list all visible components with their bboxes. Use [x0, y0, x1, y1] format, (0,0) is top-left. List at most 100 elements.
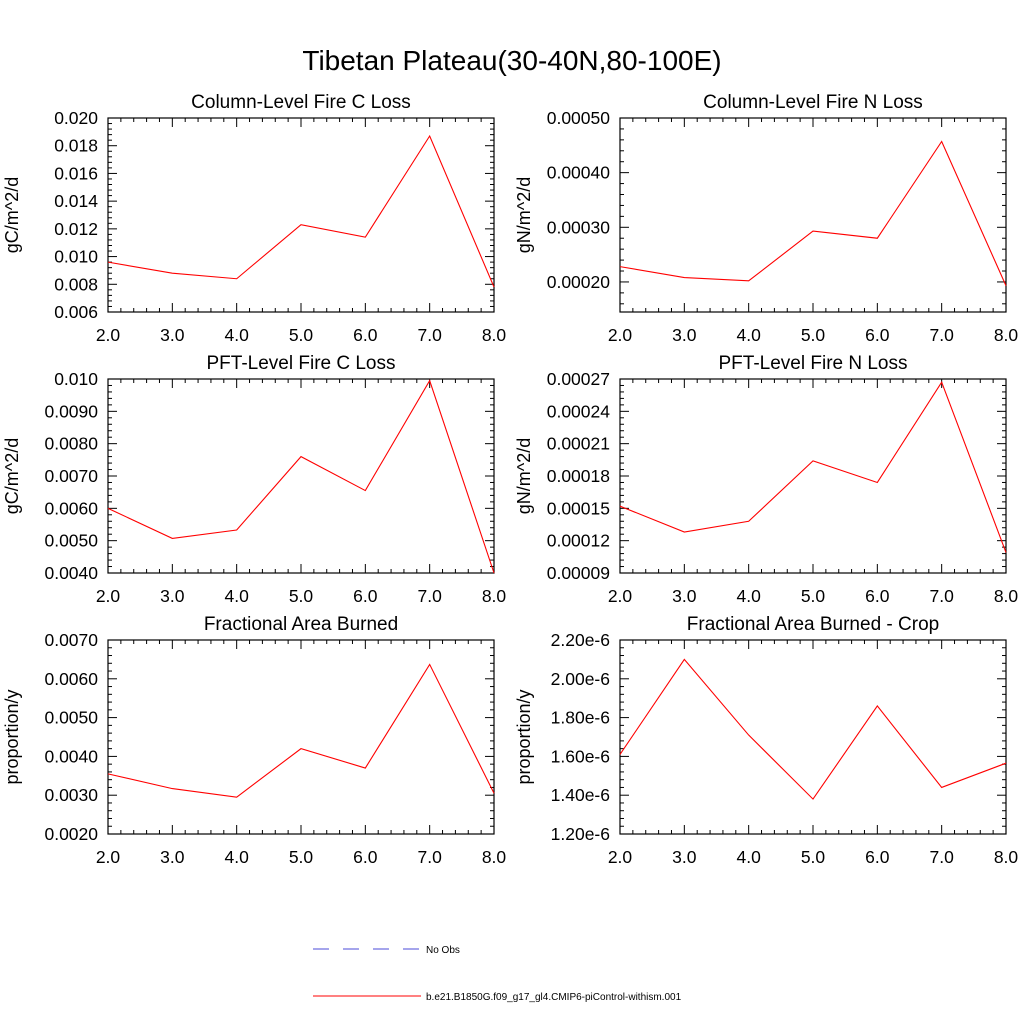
y-axis-label: gC/m^2/d	[2, 438, 22, 514]
y-tick-label: 0.020	[54, 108, 98, 128]
y-tick-label: 0.00015	[547, 498, 610, 518]
x-tick-label: 7.0	[418, 847, 443, 867]
x-tick-label: 7.0	[930, 586, 955, 606]
x-tick-label: 3.0	[160, 325, 185, 345]
x-tick-label: 4.0	[225, 586, 250, 606]
y-tick-label: 0.0080	[44, 434, 98, 454]
y-tick-label: 1.20e-6	[551, 824, 610, 844]
legend-label-model: b.e21.B1850G.f09_g17_gl4.CMIP6-piControl…	[426, 992, 682, 1003]
panel-2: PFT-Level Fire C Loss 2.0 3.0 4.0 5.0 6.0 7.0 8…	[2, 353, 506, 606]
y-tick-label: 0.014	[54, 191, 98, 211]
panel-title: PFT-Level Fire N Loss	[719, 353, 908, 374]
y-axis-label: proportion/y	[2, 689, 22, 784]
x-tick-label: 5.0	[801, 847, 826, 867]
x-tick-label: 8.0	[482, 325, 507, 345]
figure-title: Tibetan Plateau(30-40N,80-100E)	[302, 45, 721, 76]
x-tick-label: 2.0	[96, 325, 121, 345]
y-tick-label: 0.00018	[547, 466, 610, 486]
panel-0: Column-Level Fire C Loss 2.0 3.0 4.0 5.0 6.0 7…	[2, 92, 506, 345]
x-tick-label: 7.0	[418, 586, 443, 606]
x-tick-label: 6.0	[353, 325, 378, 345]
y-axis-label: gN/m^2/d	[514, 177, 534, 253]
x-tick-label: 4.0	[737, 847, 762, 867]
panel-title: Column-Level Fire C Loss	[191, 92, 411, 113]
x-tick-label: 3.0	[160, 847, 185, 867]
panel-4: Fractional Area Burned 2.0 3.0 4.0 5.0 6.0 7.0…	[2, 614, 506, 867]
x-tick-label: 3.0	[672, 847, 697, 867]
panels-group: Column-Level Fire C Loss 2.0 3.0 4.0 5.0 6.0 7…	[2, 92, 1018, 867]
plot-frame	[107, 378, 495, 574]
legend: No Obs b.e21.B1850G.f09_g17_gl4.CMIP6-pi…	[313, 945, 682, 1003]
x-tick-label: 2.0	[608, 847, 633, 867]
x-tick-label: 7.0	[930, 325, 955, 345]
y-tick-label: 0.006	[54, 302, 98, 322]
y-tick-label: 0.0060	[44, 498, 98, 518]
y-tick-label: 0.012	[54, 219, 98, 239]
x-tick-label: 8.0	[482, 586, 507, 606]
x-tick-label: 8.0	[994, 586, 1019, 606]
x-tick-label: 3.0	[672, 325, 697, 345]
x-tick-label: 3.0	[672, 586, 697, 606]
x-tick-label: 7.0	[418, 325, 443, 345]
y-axis-label: gC/m^2/d	[2, 177, 22, 253]
x-tick-label: 6.0	[353, 586, 378, 606]
x-tick-label: 7.0	[930, 847, 955, 867]
y-tick-label: 2.20e-6	[551, 630, 610, 650]
y-tick-label: 0.00050	[547, 108, 611, 128]
y-tick-label: 0.016	[54, 163, 98, 183]
y-tick-label: 2.00e-6	[551, 669, 610, 689]
y-tick-label: 0.0050	[44, 531, 98, 551]
plot-frame	[619, 117, 1007, 313]
x-tick-label: 6.0	[865, 325, 890, 345]
y-tick-label: 1.80e-6	[551, 708, 610, 728]
panel-title: Fractional Area Burned - Crop	[687, 614, 939, 635]
series-line-0	[619, 381, 1007, 553]
plot-frame	[107, 117, 495, 313]
x-tick-label: 6.0	[865, 847, 890, 867]
x-tick-label: 4.0	[225, 325, 250, 345]
series-line-0	[107, 379, 495, 574]
y-tick-label: 0.00040	[547, 163, 611, 183]
y-tick-label: 1.40e-6	[551, 785, 610, 805]
plot-frame	[107, 639, 495, 835]
x-tick-label: 3.0	[160, 586, 185, 606]
y-tick-label: 1.60e-6	[551, 746, 610, 766]
legend-label-no-obs: No Obs	[426, 945, 460, 956]
y-tick-label: 0.00012	[547, 531, 610, 551]
panel-title: Fractional Area Burned	[204, 614, 398, 635]
x-tick-label: 5.0	[289, 847, 314, 867]
x-tick-label: 6.0	[865, 586, 890, 606]
series-line-0	[619, 140, 1007, 286]
y-tick-label: 0.00024	[547, 401, 611, 421]
series-line-0	[107, 134, 495, 288]
plot-frame	[619, 378, 1007, 574]
panel-3: PFT-Level Fire N Loss 2.0 3.0 4.0 5.0 6.0 7.0 8…	[514, 353, 1018, 606]
x-tick-label: 2.0	[608, 586, 633, 606]
y-axis-label: gN/m^2/d	[514, 438, 534, 514]
y-tick-label: 0.0040	[44, 563, 98, 583]
y-tick-label: 0.008	[54, 274, 98, 294]
x-tick-label: 2.0	[96, 586, 121, 606]
y-tick-label: 0.0090	[44, 401, 98, 421]
x-tick-label: 8.0	[994, 325, 1019, 345]
x-tick-label: 8.0	[482, 847, 507, 867]
y-tick-label: 0.00020	[547, 272, 611, 292]
y-tick-label: 0.0020	[44, 824, 98, 844]
y-tick-label: 0.0050	[44, 708, 98, 728]
y-tick-label: 0.0070	[44, 466, 98, 486]
x-tick-label: 4.0	[225, 847, 250, 867]
y-tick-label: 0.0070	[44, 630, 98, 650]
panel-1: Column-Level Fire N Loss 2.0 3.0 4.0 5.0 6.0 7…	[514, 92, 1018, 345]
series-line-0	[107, 663, 495, 798]
x-tick-label: 5.0	[801, 586, 826, 606]
series-line-0	[619, 658, 1007, 800]
x-tick-label: 8.0	[994, 847, 1019, 867]
x-tick-label: 5.0	[289, 325, 314, 345]
x-tick-label: 2.0	[608, 325, 633, 345]
x-tick-label: 4.0	[737, 586, 762, 606]
x-tick-label: 4.0	[737, 325, 762, 345]
y-tick-label: 0.00009	[547, 563, 610, 583]
y-tick-label: 0.018	[54, 136, 98, 156]
x-tick-label: 5.0	[289, 586, 314, 606]
